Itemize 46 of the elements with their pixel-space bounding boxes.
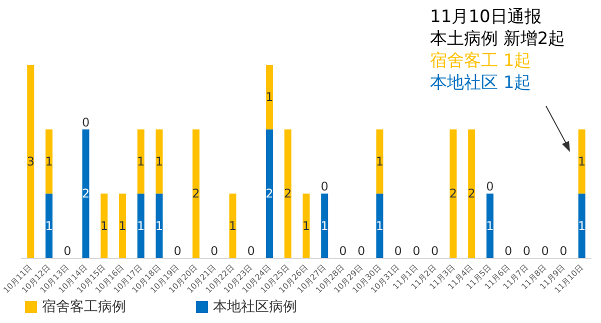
annotation: 本地社区 1起 xyxy=(430,72,532,94)
data-label: 0 xyxy=(394,244,402,258)
data-label: 2 xyxy=(468,186,476,201)
data-label: 2 xyxy=(192,186,200,201)
data-label: 1 xyxy=(376,218,384,233)
text: 11月10日通报 xyxy=(430,6,542,28)
data-label: 1 xyxy=(486,218,494,233)
data-label: 1 xyxy=(266,90,274,104)
data-label: 1 xyxy=(100,218,108,233)
data-label: 0 xyxy=(320,180,328,194)
data-label: 0 xyxy=(560,244,568,258)
data-label: 1 xyxy=(320,218,328,233)
data-label: 0 xyxy=(412,244,420,258)
data-label: 1 xyxy=(578,218,586,233)
data-label: 1 xyxy=(155,218,164,233)
data-label: 0 xyxy=(358,244,366,258)
data-label: 0 xyxy=(247,244,255,258)
data-label: 0 xyxy=(541,244,549,258)
data-label: 1 xyxy=(302,218,310,233)
data-label: 1 xyxy=(137,154,145,168)
legend-label: 本地社区病例 xyxy=(213,299,297,315)
data-label: 0 xyxy=(431,244,439,258)
data-label: 0 xyxy=(64,244,72,258)
data-label: 2 xyxy=(82,186,90,201)
annotation: 宿舍客工 1起 xyxy=(430,50,532,72)
data-label: 0 xyxy=(522,244,531,258)
data-label: 0 xyxy=(174,244,182,258)
data-label: 1 xyxy=(45,154,53,168)
data-label: 0 xyxy=(486,180,494,194)
data-label: 1 xyxy=(376,154,384,168)
data-label: 1 xyxy=(155,154,164,168)
data-label: 1 xyxy=(578,154,586,168)
data-label: 2 xyxy=(284,186,292,201)
data-label: 0 xyxy=(210,244,218,258)
legend-label: 宿舍客工病例 xyxy=(42,299,126,315)
data-label: 2 xyxy=(266,186,274,201)
data-label: 0 xyxy=(504,244,512,258)
data-label: 1 xyxy=(228,218,237,233)
data-label: 0 xyxy=(82,115,90,130)
data-label: 1 xyxy=(137,218,145,233)
data-label: 1 xyxy=(45,218,53,233)
text: 本土病例 新增2起 xyxy=(430,28,566,50)
data-label: 2 xyxy=(449,186,458,201)
data-label: 3 xyxy=(26,154,34,168)
data-label: 0 xyxy=(339,244,347,258)
data-label: 1 xyxy=(118,218,126,233)
